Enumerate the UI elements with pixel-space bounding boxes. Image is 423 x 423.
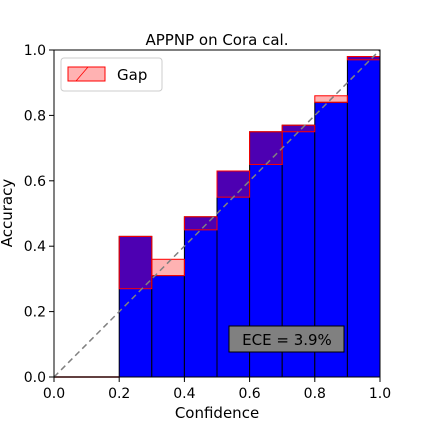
legend-gap-label: Gap	[117, 66, 147, 84]
gap-bar	[249, 131, 283, 165]
y-tick-label: 0.0	[24, 370, 46, 386]
x-tick-label: 0.4	[173, 386, 195, 402]
ece-label: ECE = 3.9%	[242, 331, 332, 349]
x-tick-label: 1.0	[369, 386, 391, 402]
gap-bar	[281, 124, 316, 133]
legend: Gap	[60, 57, 163, 92]
gap-bar	[346, 56, 381, 61]
accuracy-bar	[118, 235, 153, 378]
x-axis-label: Confidence	[175, 404, 259, 422]
legend-gap-hatch	[75, 66, 89, 82]
accuracy-bar	[151, 275, 185, 378]
ece-annotation: ECE = 3.9%	[228, 325, 345, 353]
y-tick-label: 0.8	[24, 108, 46, 124]
chart-title: APPNP on Cora cal.	[146, 31, 289, 49]
x-tick-label: 0.0	[43, 386, 65, 402]
y-tick-label: 0.6	[24, 174, 46, 190]
y-tick-label: 0.2	[24, 305, 46, 321]
gap-bar	[216, 170, 251, 198]
y-tick-label: 0.4	[24, 239, 46, 255]
ece-box	[228, 325, 345, 353]
plot-frame	[53, 49, 381, 378]
x-tick-label: 0.8	[304, 386, 326, 402]
gap-bar	[118, 235, 153, 290]
x-axis: 0.0 0.2 0.4 0.6 0.8 1.0	[43, 377, 391, 402]
y-axis: 0.0 0.2 0.4 0.6 0.8 1.0	[24, 43, 54, 386]
y-axis-label: Accuracy	[0, 179, 16, 248]
perfect-calibration-line	[53, 49, 381, 378]
x-tick-label: 0.2	[108, 386, 130, 402]
legend-gap-swatch	[67, 66, 106, 82]
gap-bar	[183, 216, 218, 231]
accuracy-bar	[346, 56, 381, 378]
x-tick-label: 0.6	[238, 386, 260, 402]
gap-bar	[151, 258, 185, 277]
y-tick-label: 1.0	[24, 43, 46, 59]
legend-box	[60, 57, 163, 92]
